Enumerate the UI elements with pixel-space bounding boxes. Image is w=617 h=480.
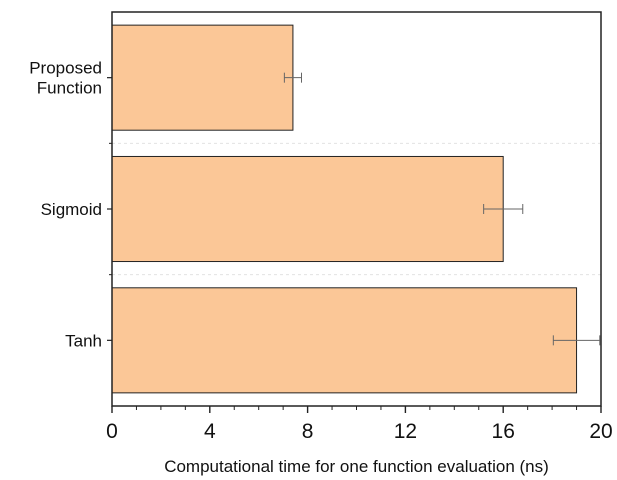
bar (111, 287, 578, 394)
bar (111, 155, 504, 263)
x-tick-label: 16 (492, 420, 515, 443)
category-label: Proposed Function (29, 59, 102, 98)
y-axis-ticks (107, 77, 112, 341)
category-label: Sigmoid (41, 200, 102, 219)
bars (111, 24, 578, 394)
x-tick-label: 12 (394, 420, 417, 443)
x-tick-label: 8 (302, 420, 314, 443)
error-bars (283, 72, 601, 346)
bar (111, 24, 294, 131)
category-labels: Proposed Function Sigmoid Tanh (29, 59, 102, 351)
x-tick-label: 4 (204, 420, 216, 443)
x-tick-label: 0 (106, 420, 118, 443)
category-label: Tanh (65, 331, 102, 350)
x-axis-title: Computational time for one function eval… (164, 457, 549, 476)
x-axis-ticks: 0 4 8 12 16 20 (106, 406, 613, 443)
x-tick-label: 20 (589, 420, 612, 443)
